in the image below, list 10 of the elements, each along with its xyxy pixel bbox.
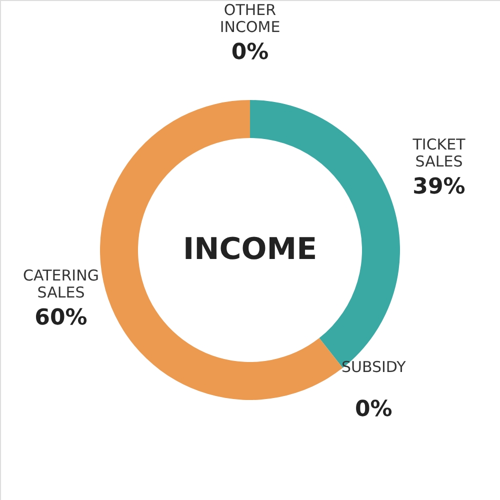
text: 0% [354,397,392,422]
donut-slice [100,100,343,400]
data-label: 39% [412,174,466,200]
slice-label: CATERING SALES [23,266,99,302]
text: INCOME [182,232,318,267]
slice-label: TICKET SALES [412,136,466,171]
category-label: SUBSIDY [341,358,406,376]
data-label: 60% [34,305,88,330]
text: 0% [231,40,269,65]
category-label: OTHER INCOME [220,1,280,36]
